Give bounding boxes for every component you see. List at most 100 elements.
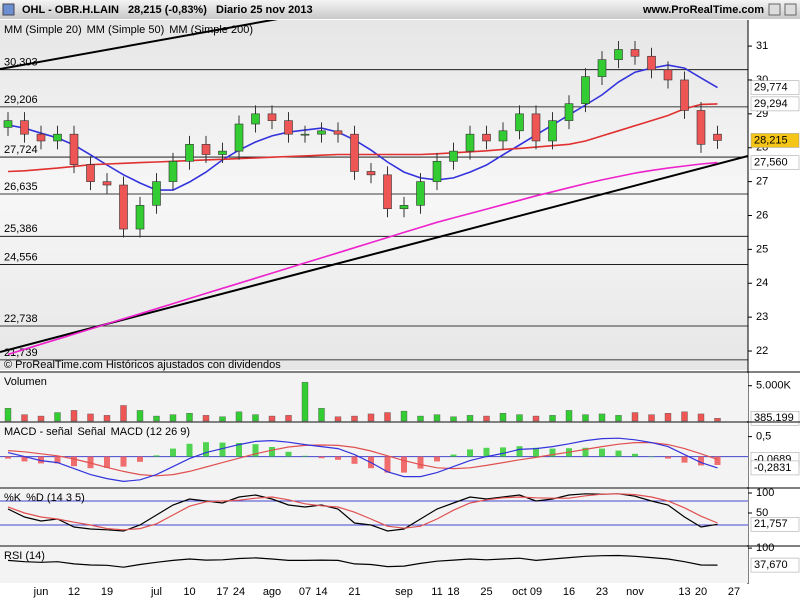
last-value-label: 21,757 bbox=[754, 518, 788, 530]
trendline bbox=[0, 155, 748, 353]
y-tick-label: 50 bbox=[756, 507, 768, 519]
level-label: 24,556 bbox=[4, 251, 38, 263]
volume-bar bbox=[202, 415, 210, 422]
candle-body bbox=[102, 181, 112, 186]
candle-body bbox=[531, 113, 541, 142]
candle-body bbox=[564, 103, 574, 121]
header-bar bbox=[0, 0, 800, 19]
macd-histogram-bar bbox=[632, 453, 638, 457]
candle-body bbox=[284, 120, 293, 135]
y-tick-label: 31 bbox=[756, 40, 768, 52]
volume-bar bbox=[4, 408, 12, 422]
candle-body bbox=[168, 160, 178, 182]
last-value-label: 28,215 bbox=[754, 134, 788, 146]
candle-body bbox=[630, 49, 640, 57]
legend-entry: Volumen bbox=[4, 376, 47, 388]
volume-bar bbox=[400, 410, 408, 422]
y-tick-label: 26 bbox=[756, 209, 768, 221]
candle-body bbox=[350, 133, 359, 172]
trendline bbox=[0, 20, 278, 70]
last-value-label: 29,774 bbox=[754, 82, 788, 94]
level-label: 25,386 bbox=[4, 223, 38, 235]
volume-bar bbox=[153, 415, 160, 422]
macd-histogram-bar bbox=[467, 449, 473, 457]
macd-histogram-bar bbox=[21, 456, 28, 462]
volume-bar bbox=[697, 413, 705, 422]
level-label: 27,724 bbox=[4, 144, 38, 156]
x-tick-label: 18 bbox=[447, 586, 459, 598]
x-tick-label: nov bbox=[626, 586, 644, 598]
macd-histogram-bar bbox=[236, 443, 242, 457]
candle-body bbox=[663, 69, 673, 81]
volume-bar bbox=[54, 412, 61, 422]
macd-histogram-bar bbox=[648, 456, 655, 458]
candle-body bbox=[36, 133, 46, 142]
y-tick-label: 0,5 bbox=[756, 431, 771, 443]
volume-bar bbox=[37, 415, 45, 422]
volume-bar bbox=[186, 413, 193, 422]
x-tick-label: 13 bbox=[678, 586, 690, 598]
volume-bar bbox=[120, 405, 127, 422]
macd-histogram-bar bbox=[335, 456, 341, 460]
macd-histogram-bar bbox=[120, 456, 127, 467]
candle-body bbox=[548, 120, 557, 142]
volume-bar bbox=[598, 413, 606, 422]
volume-bar bbox=[169, 414, 177, 422]
x-tick-label: 20 bbox=[695, 586, 707, 598]
close-icon[interactable] bbox=[784, 3, 797, 16]
x-tick-label: ago bbox=[263, 586, 281, 598]
macd-histogram-bar bbox=[450, 454, 457, 457]
y-tick-label: 27 bbox=[756, 176, 768, 188]
instrument-title: OHL - OBR.H.LAIN bbox=[22, 4, 119, 16]
candle-body bbox=[366, 171, 376, 176]
candle-body bbox=[432, 160, 442, 182]
volume-bar bbox=[565, 410, 573, 422]
candle-body bbox=[449, 150, 458, 162]
volume-bar bbox=[466, 415, 474, 422]
y-tick-label: 22 bbox=[756, 345, 768, 357]
volume-bar bbox=[70, 410, 78, 422]
legend-entry: MM (Simple 200) bbox=[169, 24, 253, 36]
macd-histogram-bar bbox=[582, 447, 589, 457]
last-value-label: 27,560 bbox=[754, 157, 788, 169]
candle-body bbox=[597, 59, 607, 77]
moving-average bbox=[7, 161, 718, 356]
volume-bar bbox=[268, 415, 276, 422]
y-tick-label: 100 bbox=[756, 487, 774, 499]
x-tick-label: 23 bbox=[596, 586, 608, 598]
x-tick-label: jun bbox=[33, 586, 49, 598]
candle-body bbox=[696, 110, 706, 145]
volume-bar bbox=[285, 415, 292, 422]
legend-entry: MACD (12 26 9) bbox=[111, 426, 190, 438]
panel-bg bbox=[0, 489, 748, 545]
trendlines bbox=[0, 20, 748, 353]
macd-histogram-bar bbox=[203, 442, 209, 457]
volume-bar bbox=[714, 418, 721, 422]
volume-bar bbox=[384, 412, 391, 422]
candle-body bbox=[317, 130, 326, 135]
candle-body bbox=[383, 174, 392, 210]
last-value-label: 37,670 bbox=[754, 559, 788, 571]
candle-body bbox=[234, 123, 244, 152]
quote: 28,215 (-0,83%) bbox=[128, 4, 207, 16]
candle-body bbox=[482, 133, 491, 142]
macd-histogram-bar bbox=[401, 456, 407, 473]
candle-body bbox=[69, 133, 79, 165]
indicator-line bbox=[7, 437, 718, 483]
macd-histogram-bar bbox=[351, 456, 358, 464]
macd-histogram-bar bbox=[681, 456, 688, 463]
window-icon[interactable] bbox=[768, 3, 781, 16]
volume-bar bbox=[648, 414, 655, 422]
x-tick-label: 17 bbox=[216, 586, 228, 598]
volume-bar bbox=[334, 416, 342, 422]
macd-histogram-bar bbox=[533, 447, 539, 457]
macd-histogram-bar bbox=[516, 446, 523, 457]
legend-entry: MACD - señal bbox=[4, 426, 72, 438]
legend-entry: MM (Simple 50) bbox=[87, 24, 165, 36]
x-tick-label: 10 bbox=[183, 586, 195, 598]
volume-bar bbox=[103, 415, 111, 422]
menu-icon[interactable] bbox=[2, 3, 15, 16]
x-tick-label: jul bbox=[150, 586, 162, 598]
x-tick-label: 24 bbox=[233, 586, 245, 598]
macd-histogram-bar bbox=[71, 456, 77, 467]
